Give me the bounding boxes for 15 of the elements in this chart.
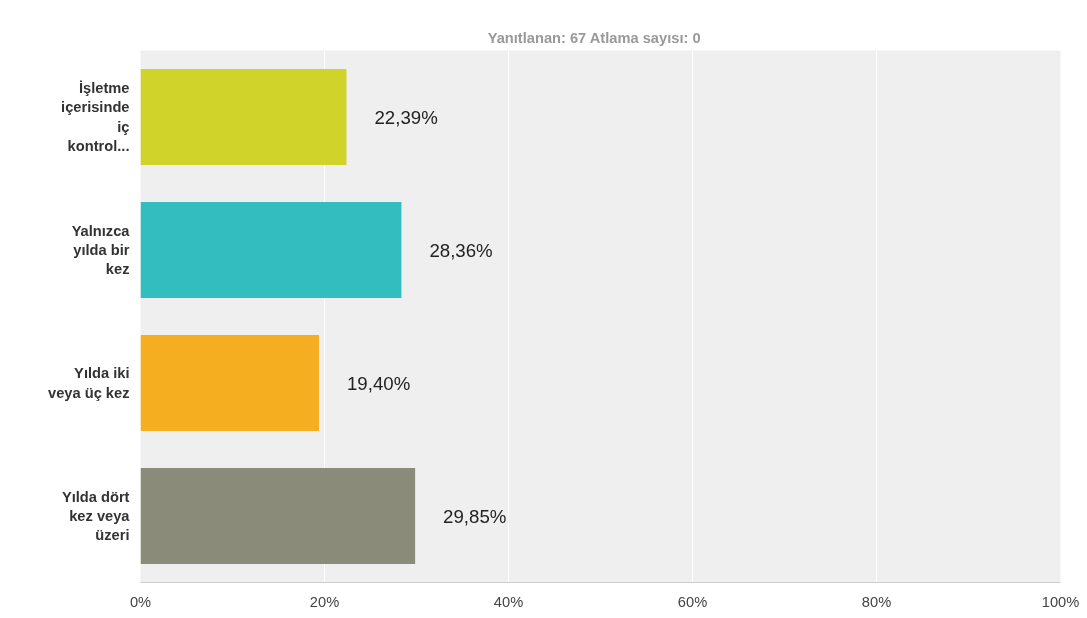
y-tick-label: Yılda iki veya üç kez (48, 365, 130, 401)
x-tick-label: 40% (493, 593, 524, 610)
y-tick-label: Yılda dört kez veya üzeri (61, 488, 131, 544)
chart-title: Yanıtlanan: 67 Atlama sayısı: 0 (487, 29, 701, 46)
x-tick-label: 0% (129, 593, 152, 610)
data-label: 29,85% (443, 505, 507, 527)
data-label: 28,36% (429, 239, 493, 261)
x-tick-label: 60% (677, 593, 708, 610)
x-tick-label: 80% (861, 593, 892, 610)
x-tick-label: 100% (1041, 593, 1080, 610)
y-tick-label: İşletme içerisinde iç kontrol... (61, 80, 130, 154)
y-tick-label: Yalnızca yılda bir kez (71, 222, 131, 278)
data-label: 19,40% (346, 372, 411, 394)
x-tick-label: 20% (309, 593, 340, 610)
data-label: 22,39% (374, 106, 438, 128)
